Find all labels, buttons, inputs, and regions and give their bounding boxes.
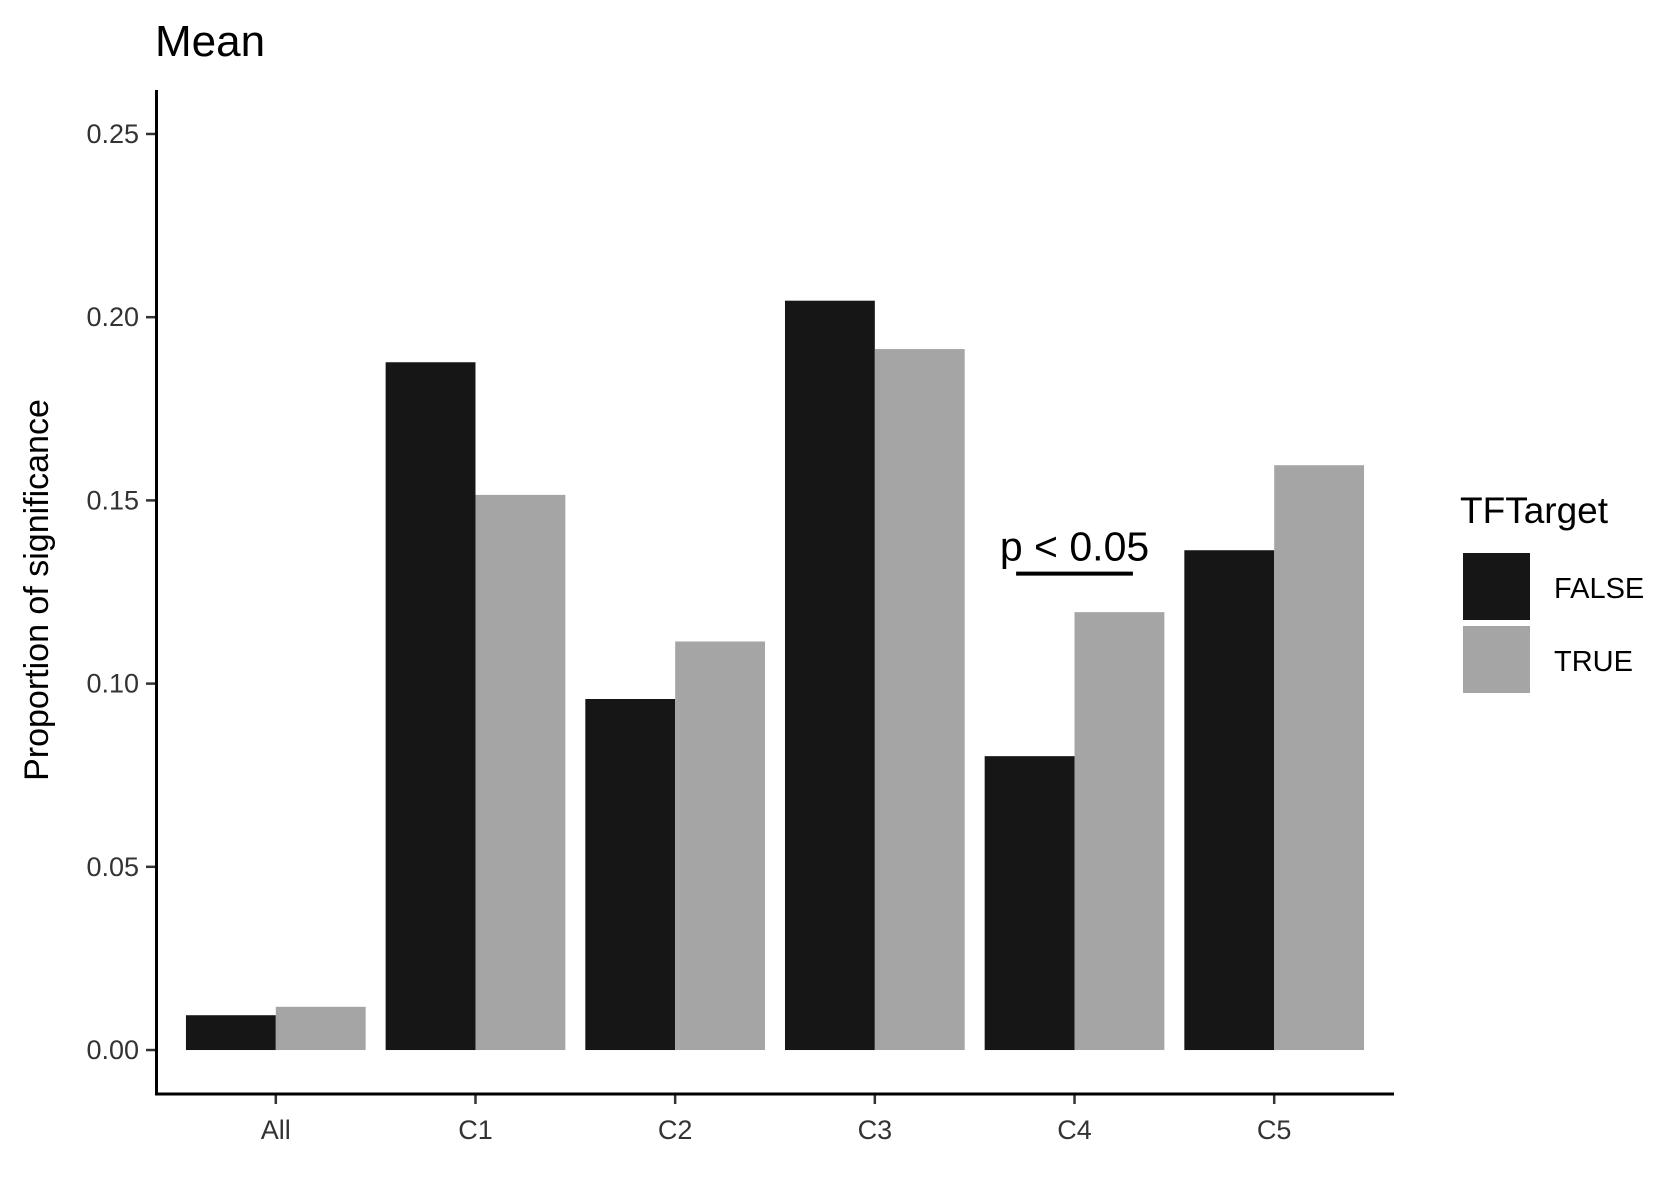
bar-c4-false: [984, 756, 1075, 1051]
bar-c5-true: [1274, 465, 1365, 1051]
bar-c3-false: [784, 300, 875, 1051]
y-tick-label: 0.05: [86, 852, 139, 882]
bars-group: [185, 300, 1365, 1051]
x-axis-ticks: All C1 C2 C3 C4 C5: [261, 1094, 1292, 1145]
bar-c2-false: [585, 698, 676, 1051]
significance-label: p < 0.05: [1000, 524, 1149, 570]
y-axis-ticks: 0.00 0.05 0.10 0.15 0.20 0.25: [86, 119, 156, 1065]
y-tick-label: 0.15: [86, 485, 139, 515]
y-tick-label: 0.20: [86, 302, 139, 332]
bar-c4-true: [1074, 612, 1165, 1051]
legend-label-true: TRUE: [1554, 646, 1633, 678]
x-tick-label: C3: [858, 1115, 893, 1145]
y-tick-label: 0.00: [86, 1035, 139, 1065]
y-tick-label: 0.25: [86, 119, 139, 149]
significance-annotation: p < 0.05: [1000, 524, 1149, 576]
legend-swatch-false: [1463, 553, 1530, 620]
bar-c5-false: [1184, 550, 1275, 1051]
x-tick-label: C2: [658, 1115, 693, 1145]
legend-swatch-true: [1463, 626, 1530, 693]
bar-c2-true: [675, 641, 766, 1051]
legend: TFTarget FALSE TRUE: [1460, 490, 1644, 693]
x-tick-label: All: [261, 1115, 291, 1145]
chart-title: Mean: [155, 17, 265, 66]
legend-title: TFTarget: [1460, 490, 1609, 531]
bar-c1-true: [475, 494, 566, 1051]
x-tick-label: C5: [1257, 1115, 1292, 1145]
y-tick-label: 0.10: [86, 669, 139, 699]
bar-c1-false: [385, 362, 476, 1051]
x-tick-label: C4: [1057, 1115, 1092, 1145]
bar-all-true: [275, 1006, 366, 1051]
y-axis-label: Proportion of significance: [18, 399, 56, 781]
bar-c3-true: [874, 349, 965, 1051]
legend-label-false: FALSE: [1554, 573, 1644, 605]
bar-all-false: [185, 1015, 276, 1051]
x-tick-label: C1: [458, 1115, 493, 1145]
